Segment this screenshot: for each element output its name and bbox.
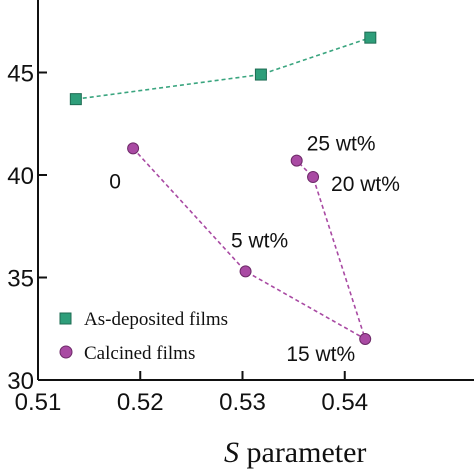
point-label: 0 xyxy=(109,170,121,193)
data-point-calcined xyxy=(359,333,372,345)
legend-label-calcined: Calcined films xyxy=(84,343,195,364)
point-labels: 0 5 wt% 15 wt% 20 wt% 25 wt% xyxy=(109,133,400,366)
x-axis-title-rest: parameter xyxy=(239,436,366,469)
legend: As-deposited films Calcined films xyxy=(59,309,228,364)
series-points xyxy=(69,31,377,345)
y-tick-label: 30 xyxy=(7,368,34,395)
data-point-as-deposited xyxy=(254,68,267,81)
x-tick-label: 0.52 xyxy=(117,389,164,416)
x-axis-title: S parameter xyxy=(224,436,366,469)
legend-label-as-deposited: As-deposited films xyxy=(84,309,228,330)
x-axis-title-italic: S xyxy=(224,436,239,469)
legend-marker-as-deposited xyxy=(59,312,72,325)
data-point-as-deposited xyxy=(364,31,377,44)
series-line-as-deposited xyxy=(75,36,371,100)
x-tick-label: 0.54 xyxy=(321,389,368,416)
point-label: 25 wt% xyxy=(307,133,376,156)
y-ticks: 30 35 40 45 xyxy=(7,61,47,395)
data-point-calcined xyxy=(127,142,140,155)
x-tick-label: 0.53 xyxy=(219,389,266,416)
y-tick-label: 40 xyxy=(7,163,34,190)
data-point-calcined xyxy=(307,171,320,184)
plot-frame xyxy=(37,0,474,381)
x-tick-label: 0.51 xyxy=(15,389,62,416)
data-point-calcined xyxy=(239,265,252,278)
y-tick-label: 45 xyxy=(7,61,34,88)
legend-marker-calcined xyxy=(59,345,73,359)
data-point-as-deposited xyxy=(69,93,82,106)
data-point-calcined xyxy=(290,154,303,167)
point-label: 20 wt% xyxy=(331,173,400,196)
y-tick-label: 35 xyxy=(7,266,34,293)
x-ticks: 0.51 0.52 0.53 0.54 xyxy=(15,371,368,416)
point-label: 15 wt% xyxy=(286,343,355,366)
point-label: 5 wt% xyxy=(231,229,288,252)
